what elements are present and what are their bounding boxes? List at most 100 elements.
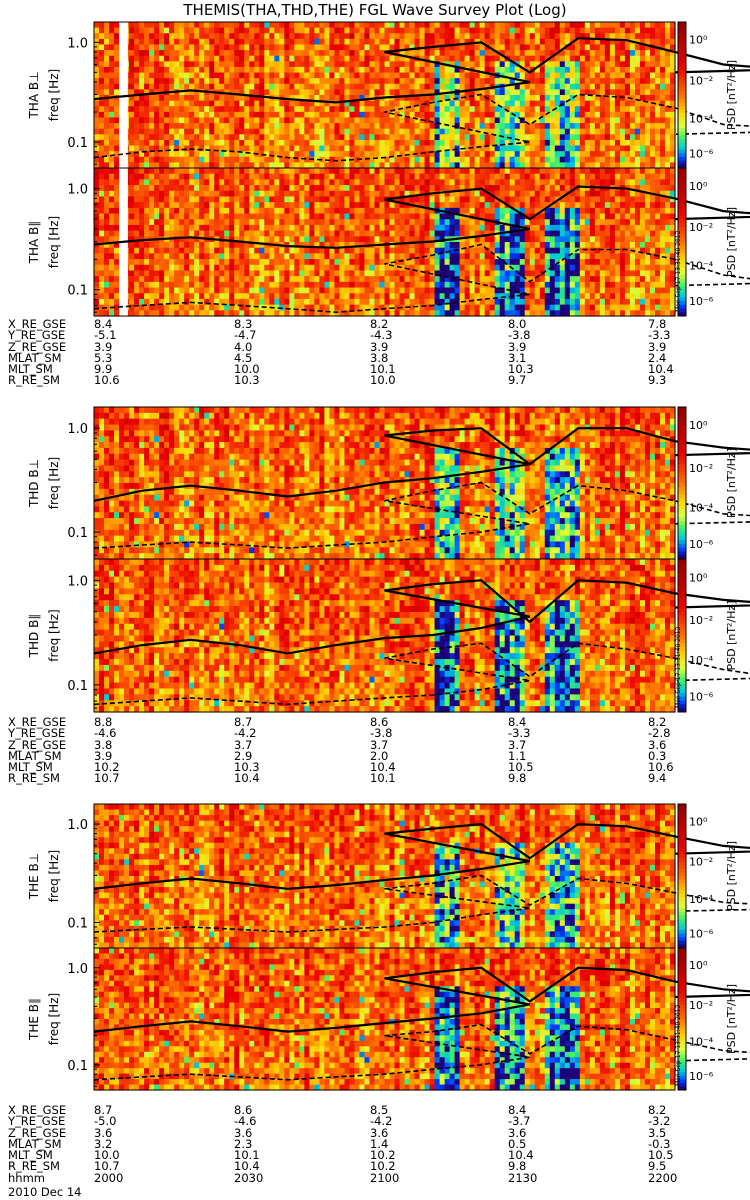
spectrogram-cell — [109, 156, 115, 163]
spectrogram-cell — [99, 111, 105, 119]
spectrogram-cell — [524, 61, 531, 68]
spectrogram-cell — [259, 213, 265, 220]
spectrogram-cell — [299, 207, 305, 215]
spectrogram-cell — [164, 151, 170, 158]
spectrogram-cell — [649, 106, 656, 113]
spectrogram-cell — [384, 264, 391, 272]
spectrogram-cell — [209, 196, 215, 203]
spectrogram-cell — [419, 224, 426, 232]
spectrogram-cell — [194, 202, 200, 209]
spectrogram-cell — [429, 83, 436, 90]
spectrogram-cell — [264, 156, 270, 163]
spectrogram-cell — [324, 298, 331, 306]
spectrogram-cell — [434, 298, 441, 306]
spectrogram-cell — [274, 111, 280, 119]
spectrogram-cell — [144, 61, 150, 68]
spectrogram-cell — [409, 38, 416, 46]
spectrogram-cell — [519, 134, 526, 141]
spectrogram-cell — [609, 117, 616, 124]
spectrogram-cell — [289, 156, 295, 163]
spectrogram-cell — [564, 33, 571, 40]
spectrogram-cell — [289, 72, 295, 79]
spectrogram-cell — [329, 50, 336, 57]
spectrogram-cell — [444, 224, 451, 232]
spectrogram-cell — [329, 95, 336, 102]
spectrogram-cell — [249, 281, 255, 289]
spectrogram-cell — [289, 78, 295, 85]
spectrogram-cell — [214, 106, 220, 113]
spectrogram-cell — [259, 293, 265, 300]
spectrogram-cell — [644, 66, 651, 74]
spectrogram-cell — [559, 44, 566, 51]
spectrogram-cell — [269, 196, 275, 203]
spectrogram-cell — [279, 38, 285, 46]
spectrogram-cell — [494, 61, 501, 68]
spectrogram-cell — [644, 83, 651, 90]
spectrogram-cell — [439, 219, 446, 226]
spectrogram-cell — [414, 253, 421, 260]
spectrogram-cell — [514, 123, 521, 130]
spectrogram-cell — [394, 128, 401, 135]
spectrogram-cell — [114, 95, 120, 102]
spectrogram-cell — [239, 100, 245, 107]
spectrogram-cell — [534, 89, 541, 96]
spectrogram-cell — [444, 196, 451, 203]
spectrogram-cell — [309, 236, 315, 243]
spectrogram-cell — [344, 310, 351, 317]
spectrogram-cell — [159, 202, 165, 209]
spectrogram-cell — [139, 173, 145, 180]
spectrogram-cell — [359, 310, 366, 317]
spectrogram-cell — [274, 151, 280, 158]
spectrogram-cell — [319, 168, 325, 175]
spectrogram-cell — [334, 213, 341, 220]
spectrogram-cell — [374, 72, 381, 79]
spectrogram-cell — [319, 139, 325, 147]
spectrogram-cell — [374, 27, 381, 34]
spectrogram-cell — [189, 134, 195, 141]
spectrogram-cell — [344, 259, 351, 266]
spectrogram-cell — [99, 247, 105, 254]
spectrogram-cell — [414, 117, 421, 124]
spectrogram-cell — [319, 293, 325, 300]
spectrogram-cell — [129, 213, 135, 220]
spectrogram-cell — [404, 276, 411, 283]
spectrogram-cell — [209, 139, 215, 147]
spectrogram-cell — [179, 253, 185, 260]
spectrogram-cell — [234, 55, 240, 62]
spectrogram-cell — [324, 219, 331, 226]
spectrogram-cell — [389, 156, 396, 163]
spectrogram-cell — [669, 27, 676, 34]
spectrogram-cell — [644, 151, 651, 158]
spectrogram-cell — [159, 259, 165, 266]
spectrogram-cell — [244, 100, 250, 107]
spectrogram-cell — [309, 270, 315, 277]
spectrogram-cell — [219, 145, 225, 152]
spectrogram-cell — [229, 139, 235, 147]
spectrogram-cell — [204, 145, 210, 152]
spectrogram-cell — [179, 287, 185, 294]
spectrogram-cell — [454, 22, 461, 29]
spectrogram-cell — [184, 253, 190, 260]
spectrogram-cell — [114, 236, 120, 243]
spectrogram-cell — [109, 230, 115, 237]
spectrogram-cell — [364, 156, 371, 163]
spectrogram-cell — [359, 253, 366, 260]
spectrogram-cell — [259, 224, 265, 232]
spectrogram-cell — [329, 264, 336, 272]
spectrogram-cell — [649, 27, 656, 34]
spectrogram-cell — [114, 72, 120, 79]
spectrogram-cell — [369, 213, 376, 220]
spectrogram-cell — [334, 293, 341, 300]
spectrogram-cell — [209, 117, 215, 124]
spectrogram-cell — [524, 128, 531, 135]
spectrogram-cell — [344, 224, 351, 232]
spectrogram-cell — [234, 139, 240, 147]
spectrogram-cell — [329, 55, 336, 62]
spectrogram-cell — [669, 66, 676, 74]
spectrogram-cell — [369, 230, 376, 237]
spectrogram-cell — [374, 173, 381, 180]
spectrogram-cell — [144, 50, 150, 57]
spectrogram-cell — [434, 219, 441, 226]
spectrogram-cell — [479, 61, 486, 68]
spectrogram-cell — [184, 219, 190, 226]
